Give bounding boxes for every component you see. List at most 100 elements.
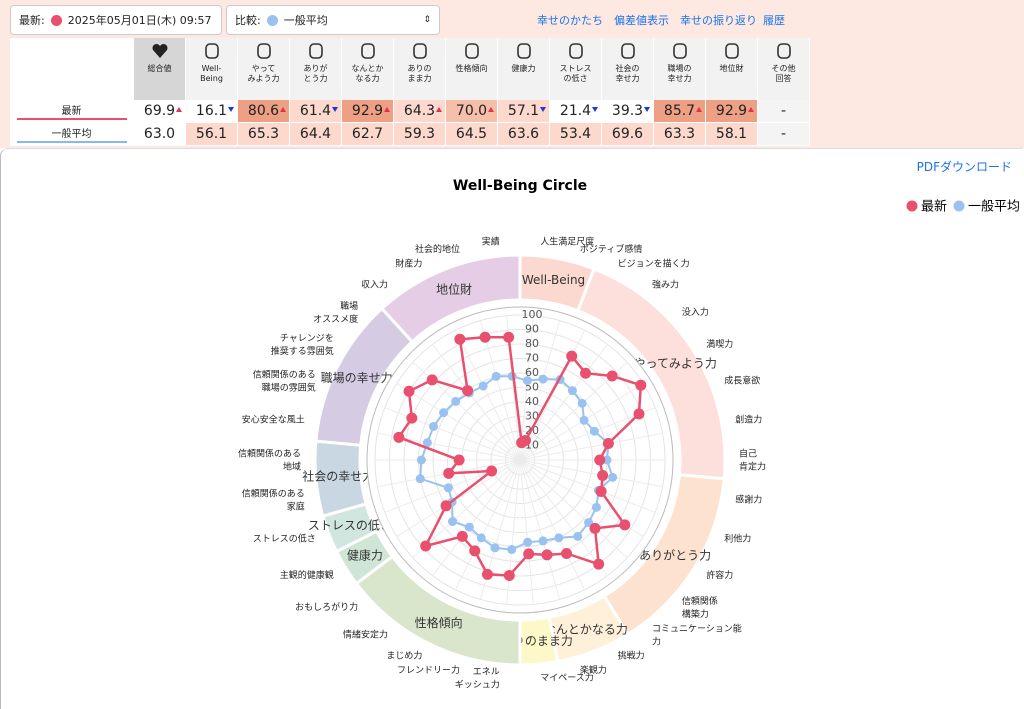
arrow-shape [384,107,390,112]
axis-label: 挑戦力 [618,650,645,662]
nav-link[interactable]: 幸せのかたち [537,14,603,27]
series-point [443,467,455,479]
column-header: 総合値 [134,38,186,100]
group-label: Well-Being [522,273,585,287]
header-row: 総合値 Well- Being やって みよう力 ありが とう力 なんとか なる力 ありの… [10,38,810,100]
group-label: ありがとう力 [639,548,711,563]
arrow-shape [644,107,650,112]
latest-value: 2025年05月01日(木) 09:57 [67,14,212,27]
axis-label: おもしろがり力 [295,601,358,613]
group-sector [379,253,522,344]
column-label: その他 回答 [771,64,796,83]
icon-shape [620,43,635,59]
latest-box[interactable]: 最新: 2025年05月01日(木) 09:57 [10,5,222,35]
spoke [454,459,521,591]
spoke [519,459,534,605]
axis-label: 成長意欲 [724,374,760,386]
axis-label: エネルギッシュ力 [455,666,500,690]
spoke [454,329,521,461]
arrow-shape [488,107,494,112]
arrow-shape [176,107,182,112]
column-header: ストレス の低さ [550,38,602,100]
axis-label: チャレンジを推奨する雰囲気 [271,333,334,357]
nav-link[interactable]: 履歴 [763,14,785,27]
series-point [577,398,587,408]
nav-link[interactable]: 幸せの振り返り [680,14,757,27]
arrow-shape [280,107,286,112]
series-point [440,500,452,512]
trend-arrow [176,107,182,112]
arrow-shape [592,107,598,112]
r-tick-label: 60 [525,366,539,379]
column-icon [672,43,687,59]
score-cell: 64.4 [290,123,342,146]
r-tick-label: 40 [525,395,539,408]
series-point [393,431,405,443]
column-icon [204,43,219,59]
nav-link[interactable]: 偏差値表示 [614,14,669,27]
series-point [490,543,500,553]
table-row: 最新 69.9 16.1 80.6 61.4 92.9 64.3 70.0 57.1 21.4 39… [10,100,810,123]
spoke [519,459,586,591]
score-cell: 85.7 [654,100,706,123]
column-icon [464,43,479,59]
column-header: 職場の 幸せ力 [654,38,706,100]
pdf-download[interactable]: PDFダウンロード [916,160,1012,174]
spoke [519,407,656,461]
icon-shape [672,43,687,59]
score-cell: 70.0 [446,100,498,123]
score-cell: 61.4 [290,100,342,123]
series-point [523,548,535,560]
spoke [519,459,663,488]
score-cell: 63.6 [498,123,550,146]
trend-arrow [280,107,286,112]
axis-label: 信頼関係のある地域 [238,447,301,472]
column-icon [308,43,323,59]
column-label: ありの まま力 [407,64,432,83]
series-point [456,530,468,542]
icon-shape [568,43,583,59]
group-label: ストレスの低さ [308,518,392,532]
score-cell: 63.0 [134,123,186,146]
arrow-shape [696,107,702,112]
group-label: なんとかなる力 [544,623,628,637]
axis-label: 職場オススメ度 [313,299,358,324]
icon-shape [151,43,168,58]
spoke [432,459,521,577]
score-cell: - [758,123,810,146]
spoke [479,320,521,461]
group-label: 健康力 [347,548,383,563]
legend-marker [906,200,918,212]
trend-arrow [488,107,494,112]
trend-arrow [748,107,754,112]
score-cell: 64.3 [394,100,446,123]
series-point [406,412,418,424]
group-label: 社会の幸せ力 [302,468,374,483]
chart-panel [0,148,1023,709]
spoke [519,459,628,559]
compare-select[interactable]: 比較: 一般平均 ⇕ [226,5,440,35]
axis-label: 信頼関係のある職場の雰囲気 [253,368,316,393]
trend-arrow [228,107,234,112]
compare-dot [266,14,278,26]
r-tick-label: 90 [525,323,539,336]
chart-title: Well-Being Circle [453,178,587,194]
series-point [503,331,515,343]
series-point [594,454,606,466]
compare-label: 比較: [235,14,261,27]
column-label: 性格傾向 [455,64,488,73]
axis-label: フレンドリー力 [397,664,460,676]
column-header: 社会の 幸せ力 [602,38,654,100]
icon-shape [360,43,375,59]
series-point [486,465,498,477]
series-point [593,558,605,570]
trend-arrow [540,107,546,112]
axis-label: 信頼関係のある家庭 [242,487,305,512]
axis-label: 創造力 [735,413,762,425]
legend-marker [953,200,965,212]
arrow-shape [540,107,546,112]
column-icon [724,43,739,59]
r-tick-label: 100 [522,308,543,321]
column-icon [412,43,427,59]
series-point [453,454,465,466]
